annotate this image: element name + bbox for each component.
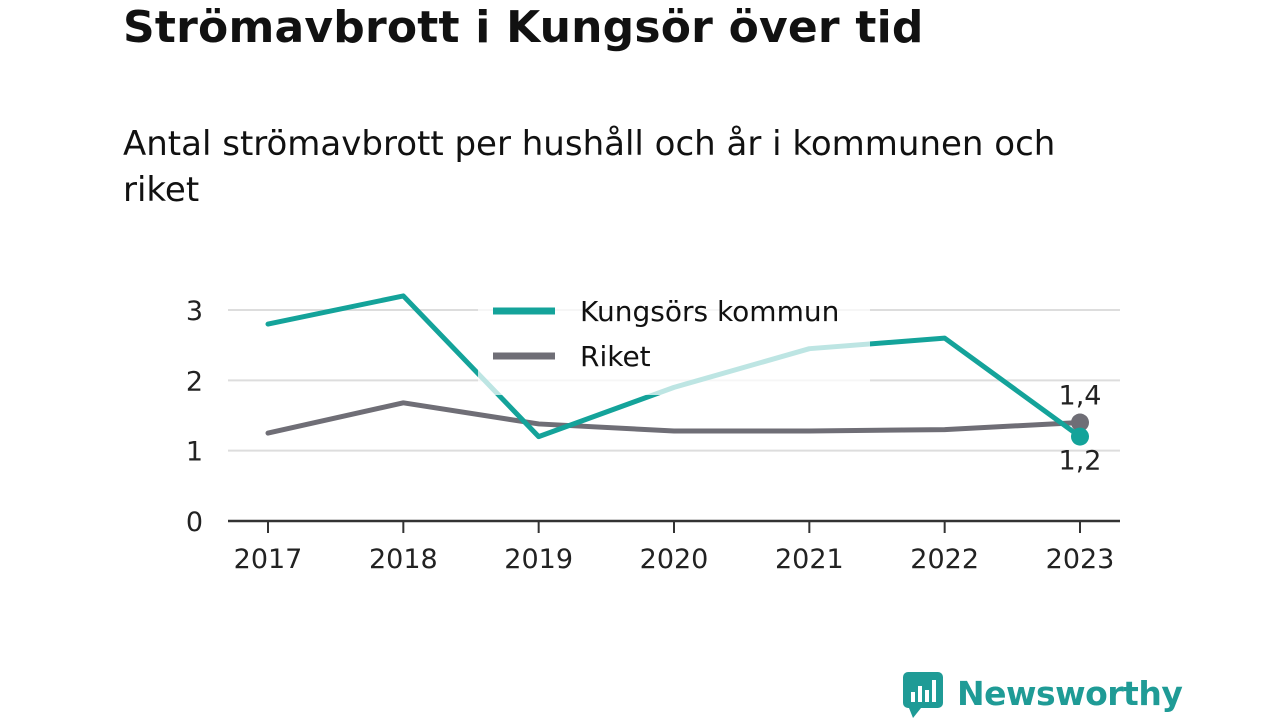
y-tick-label: 1 xyxy=(186,437,203,468)
brand-name: Newsworthy xyxy=(957,673,1183,713)
y-tick-label: 0 xyxy=(186,507,203,538)
x-tick-label: 2018 xyxy=(369,544,438,575)
x-tick-label: 2020 xyxy=(640,544,709,575)
chart-subtitle: Antal strömavbrott per hushåll och år i … xyxy=(123,124,1056,210)
x-tick-label: 2019 xyxy=(504,544,573,575)
legend: Kungsörs kommun Riket xyxy=(478,285,870,395)
end-label-riket: 1,4 xyxy=(1059,381,1102,412)
end-point-riket xyxy=(1071,413,1089,432)
legend-label: Kungsörs kommun xyxy=(580,295,839,328)
legend-background xyxy=(478,285,870,395)
x-tick-label: 2023 xyxy=(1046,544,1115,575)
newsworthy-logo: Newsworthy xyxy=(903,668,1183,718)
series-line-riket xyxy=(265,400,1083,436)
end-labels: 1,4 1,2 xyxy=(1059,381,1102,477)
x-tick-label: 2021 xyxy=(775,544,844,575)
end-point-kungsors-kommun xyxy=(1071,427,1089,446)
x-tick-label: 2022 xyxy=(910,544,979,575)
x-axis: 2017 2018 2019 2020 2021 2022 2023 xyxy=(228,519,1120,575)
y-tick-label: 2 xyxy=(186,366,203,397)
y-axis-ticks: 0 1 2 3 xyxy=(186,296,203,538)
y-tick-label: 3 xyxy=(186,296,203,327)
legend-label: Riket xyxy=(580,340,651,373)
end-label-kungsors-kommun: 1,2 xyxy=(1059,446,1102,477)
newsworthy-logo-icon xyxy=(903,672,943,718)
chart-title: Strömavbrott i Kungsör över tid xyxy=(123,2,924,53)
x-tick-label: 2017 xyxy=(234,544,303,575)
